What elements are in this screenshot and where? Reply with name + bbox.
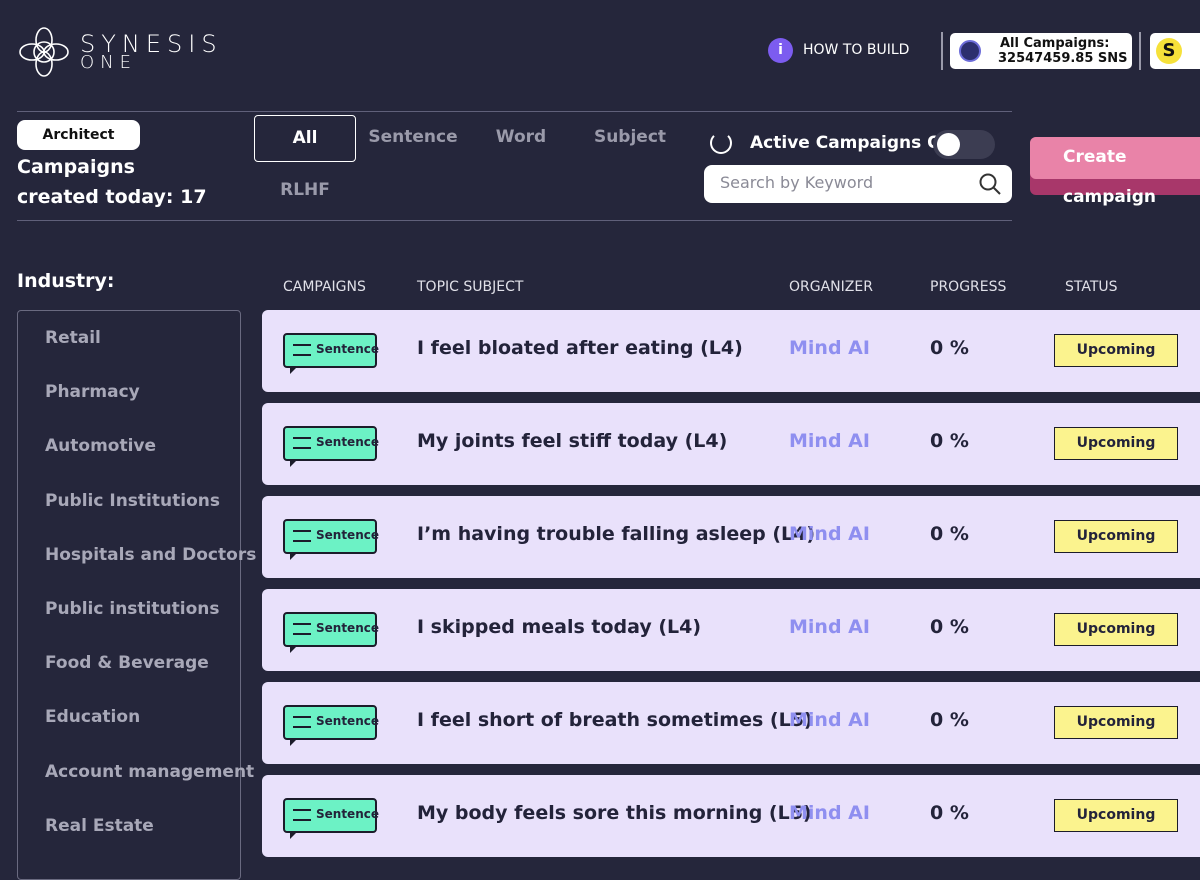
progress: 0 % (930, 616, 969, 638)
divider (941, 32, 943, 70)
badge-icon (293, 809, 311, 821)
campaign-row[interactable]: Sentence I skipped meals today (L4) Mind A… (262, 589, 1200, 671)
industry-title: Industry: (17, 270, 115, 292)
type-badge: Sentence (283, 705, 379, 746)
search-placeholder: Search by Keyword (720, 173, 874, 192)
topic: I skipped meals today (L4) (417, 616, 702, 638)
divider (1139, 32, 1141, 70)
active-toggle[interactable] (933, 130, 995, 159)
topic: My body feels sore this morning (L5) (417, 802, 812, 824)
progress: 0 % (930, 709, 969, 731)
logo-text: SYNESIS (80, 30, 223, 58)
industry-item[interactable]: Account management (45, 761, 255, 782)
type-badge: Sentence (283, 426, 379, 467)
topic: I feel bloated after eating (L4) (417, 337, 743, 359)
type-label: Sentence (316, 714, 379, 728)
divider (17, 220, 1012, 221)
create-campaign-button[interactable]: Create campaign (1030, 137, 1200, 207)
badge-icon (293, 716, 311, 728)
industry-item[interactable]: Automotive (45, 436, 157, 457)
refresh-icon[interactable] (710, 132, 732, 154)
token-icon: S (1156, 38, 1182, 64)
filter-label: Active Campaigns Only (750, 133, 971, 153)
role-badge: Architect (17, 120, 140, 150)
column-header: STATUS (1065, 279, 1118, 295)
status-badge: Upcoming (1054, 613, 1178, 646)
status-badge: Upcoming (1054, 520, 1178, 553)
campaign-row[interactable]: Sentence I feel bloated after eating (L4)… (262, 310, 1200, 392)
type-badge: Sentence (283, 798, 379, 839)
campaigns-value: 32547459.85 SNS (998, 51, 1128, 66)
created-count: 17 (180, 186, 207, 208)
organizer[interactable]: Mind AI (789, 430, 870, 452)
industry-item[interactable]: Food & Beverage (45, 653, 209, 674)
token-icon (959, 40, 981, 62)
type-badge: Sentence (283, 612, 379, 653)
industry-item[interactable]: Hospitals and Doctors (45, 544, 257, 565)
logo-text: ONE (80, 52, 138, 73)
create-campaign-label: Create campaign (1030, 137, 1200, 207)
topic: I feel short of breath sometimes (L5) (417, 709, 813, 731)
badge-icon (293, 530, 311, 542)
page: SYNESIS ONE i HOW TO BUILD All Campaigns… (17, 27, 1200, 880)
tab[interactable]: Word (495, 127, 547, 147)
industry-item[interactable]: Education (45, 707, 141, 728)
badge-icon (293, 623, 311, 635)
topic: I’m having trouble falling asleep (L4) (417, 523, 816, 545)
tab[interactable]: RLHF (280, 180, 330, 200)
industry-item[interactable]: Public institutions (45, 599, 220, 619)
status-badge: Upcoming (1054, 334, 1178, 367)
campaigns-label: All Campaigns: (1000, 36, 1110, 51)
progress: 0 % (930, 430, 969, 452)
organizer[interactable]: Mind AI (789, 709, 870, 731)
industry-item[interactable]: Real Estate (45, 815, 154, 836)
tab[interactable]: All (254, 115, 356, 162)
organizer[interactable]: Mind AI (789, 523, 870, 545)
divider (17, 111, 1012, 112)
status-badge: Upcoming (1054, 427, 1178, 460)
progress: 0 % (930, 802, 969, 824)
created-label: Campaigns created today: (17, 156, 174, 208)
organizer[interactable]: Mind AI (789, 337, 870, 359)
campaigns-total: All Campaigns: 32547459.85 SNS (950, 33, 1132, 69)
industry-item[interactable]: Pharmacy (45, 382, 140, 403)
industry-item[interactable]: Public Institutions (45, 490, 220, 511)
progress: 0 % (930, 523, 969, 545)
badge-icon (293, 344, 311, 356)
column-header: PROGRESS (930, 279, 1007, 295)
type-label: Sentence (316, 807, 379, 821)
search-icon (979, 173, 1001, 195)
campaign-row[interactable]: Sentence I feel short of breath sometimes… (262, 682, 1200, 764)
type-label: Sentence (316, 528, 379, 542)
organizer[interactable]: Mind AI (789, 802, 870, 824)
how-to-build-link[interactable]: HOW TO BUILD (803, 42, 910, 58)
column-header: TOPIC SUBJECT (417, 279, 524, 295)
logo-icon (19, 27, 69, 77)
status-badge: Upcoming (1054, 799, 1178, 832)
type-label: Sentence (316, 435, 379, 449)
topic: My joints feel stiff today (L4) (417, 430, 728, 452)
column-header: CAMPAIGNS (283, 279, 366, 295)
type-label: Sentence (316, 621, 379, 635)
status-badge: Upcoming (1054, 706, 1178, 739)
campaign-row[interactable]: Sentence My joints feel stiff today (L4) M… (262, 403, 1200, 485)
tab[interactable]: Subject (593, 127, 667, 147)
organizer[interactable]: Mind AI (789, 616, 870, 638)
badge-icon (293, 437, 311, 449)
wallet-button[interactable]: S (1150, 33, 1200, 69)
campaign-row[interactable]: Sentence My body feels sore this morning … (262, 775, 1200, 857)
toggle-knob (937, 133, 960, 156)
type-badge: Sentence (283, 519, 379, 560)
campaign-row[interactable]: Sentence I’m having trouble falling aslee… (262, 496, 1200, 578)
info-icon[interactable]: i (768, 38, 793, 63)
column-header: ORGANIZER (789, 279, 873, 295)
type-label: Sentence (316, 342, 379, 356)
created-today: Campaigns created today: 17 (17, 152, 217, 212)
industry-item[interactable]: Retail (45, 328, 101, 348)
search-input[interactable]: Search by Keyword (704, 165, 1012, 203)
type-badge: Sentence (283, 333, 379, 374)
progress: 0 % (930, 337, 969, 359)
tab[interactable]: Sentence (368, 127, 458, 147)
